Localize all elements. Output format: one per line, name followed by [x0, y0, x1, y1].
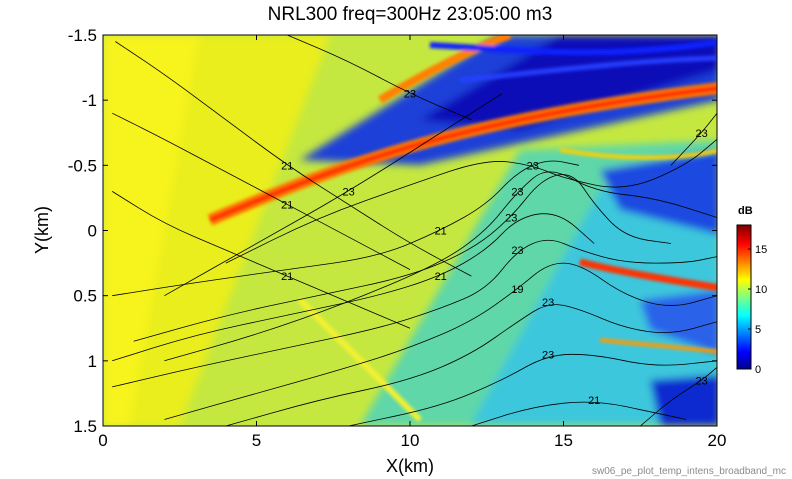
contour-label: 23: [342, 186, 354, 198]
contour-label: 21: [435, 271, 447, 283]
blue-streak-2: [459, 55, 717, 83]
blue-streak-1: [429, 39, 717, 56]
x-tick-label: 0: [98, 431, 107, 450]
contour-line: [115, 41, 472, 277]
contour-line: [164, 171, 717, 362]
cyan-region-right: [470, 170, 717, 426]
contour-line: [112, 112, 411, 270]
x-tick-label: 15: [554, 431, 573, 450]
blue-patch-lower: [640, 290, 717, 354]
colorbar-tick-label: 5: [755, 324, 761, 336]
colorbar-ticks: 0 5 10 15: [748, 244, 767, 376]
contour-label: 23: [696, 128, 708, 140]
contour-label: 23: [696, 375, 708, 387]
colorbar-label: dB: [738, 205, 753, 217]
colorbar-tick-label: 15: [755, 244, 767, 256]
y-axis-label: Y(km): [32, 206, 52, 254]
contour-line: [640, 366, 717, 426]
contour-line: [164, 262, 717, 420]
contour-label: 23: [404, 89, 416, 101]
yellow-streak-right: [559, 148, 717, 160]
contour-line: [164, 93, 503, 297]
contour-line: [111, 191, 411, 329]
red-beam-core: [209, 85, 717, 223]
contour-line: [225, 138, 717, 264]
y-tick-label: 0.5: [73, 287, 97, 306]
x-axis-ticks: 0 5 10 15 20: [98, 35, 726, 450]
x-tick-label: 5: [252, 431, 261, 450]
contour-label: 23: [527, 160, 539, 172]
contour-line: [112, 239, 717, 388]
y-tick-label: -1.5: [68, 26, 97, 45]
contour-line: [133, 174, 672, 342]
y-tick-label: -0.5: [68, 156, 97, 175]
blue-patch-right: [600, 150, 717, 235]
red-beam-right: [579, 258, 717, 292]
contour-line: [471, 401, 687, 426]
orange-beam-upper: [377, 35, 512, 104]
contour-label: 21: [281, 271, 293, 283]
x-tick-label: 20: [708, 431, 727, 450]
contour-label: 23: [511, 245, 523, 257]
orange-streak-lower: [599, 338, 717, 354]
contour-line: [287, 35, 472, 121]
contour-label: 21: [435, 226, 447, 238]
contour-label: 21: [588, 395, 600, 407]
y-tick-label: 1.5: [73, 417, 97, 436]
contour-line: [112, 213, 595, 362]
contour-label: 23: [505, 212, 517, 224]
contour-line: [225, 304, 717, 426]
y-axis-ticks: -1.5 -1 -0.5 0 0.5 1 1.5: [68, 26, 717, 436]
colorbar-tick-label: 0: [755, 364, 761, 376]
colorbar-scale: [736, 224, 752, 370]
y-tick-label: -1: [82, 91, 97, 110]
contour-label: 21: [281, 199, 293, 211]
contour-label: 23: [542, 297, 554, 309]
blue-patch-bottom: [650, 375, 717, 426]
x-axis-label: X(km): [386, 456, 434, 476]
contour-label: 23: [542, 349, 554, 361]
contour-line: [348, 353, 717, 426]
colorbar-tick-label: 10: [755, 284, 767, 296]
y-tick-label: 0: [88, 222, 97, 241]
heatmap-field: 21 23 21 23 23 21 23 21 23 21 23 19 23 23 21 23 23: [103, 35, 717, 426]
contour-lines: 21 23 21 23 23 21 23 21 23 21 23 19 23 23 21 23 23: [111, 35, 717, 426]
yellow-region-edge: [103, 35, 200, 426]
x-tick-label: 10: [401, 431, 420, 450]
contour-label: 23: [511, 186, 523, 198]
contour-line: [112, 160, 579, 297]
heatmap-blobs: [103, 35, 717, 426]
contour-label: 21: [281, 160, 293, 172]
contour-line: [670, 112, 717, 166]
colorbar: dB 0 5 10 15: [736, 205, 767, 376]
y-tick-label: 1: [88, 352, 97, 371]
footer-text: sw06_pe_plot_temp_intens_broadband_mc: [591, 466, 786, 477]
chart-title: NRL300 freq=300Hz 23:05:00 m3: [268, 4, 553, 25]
dark-blue-beam: [420, 35, 717, 130]
contour-label: 19: [511, 284, 523, 296]
